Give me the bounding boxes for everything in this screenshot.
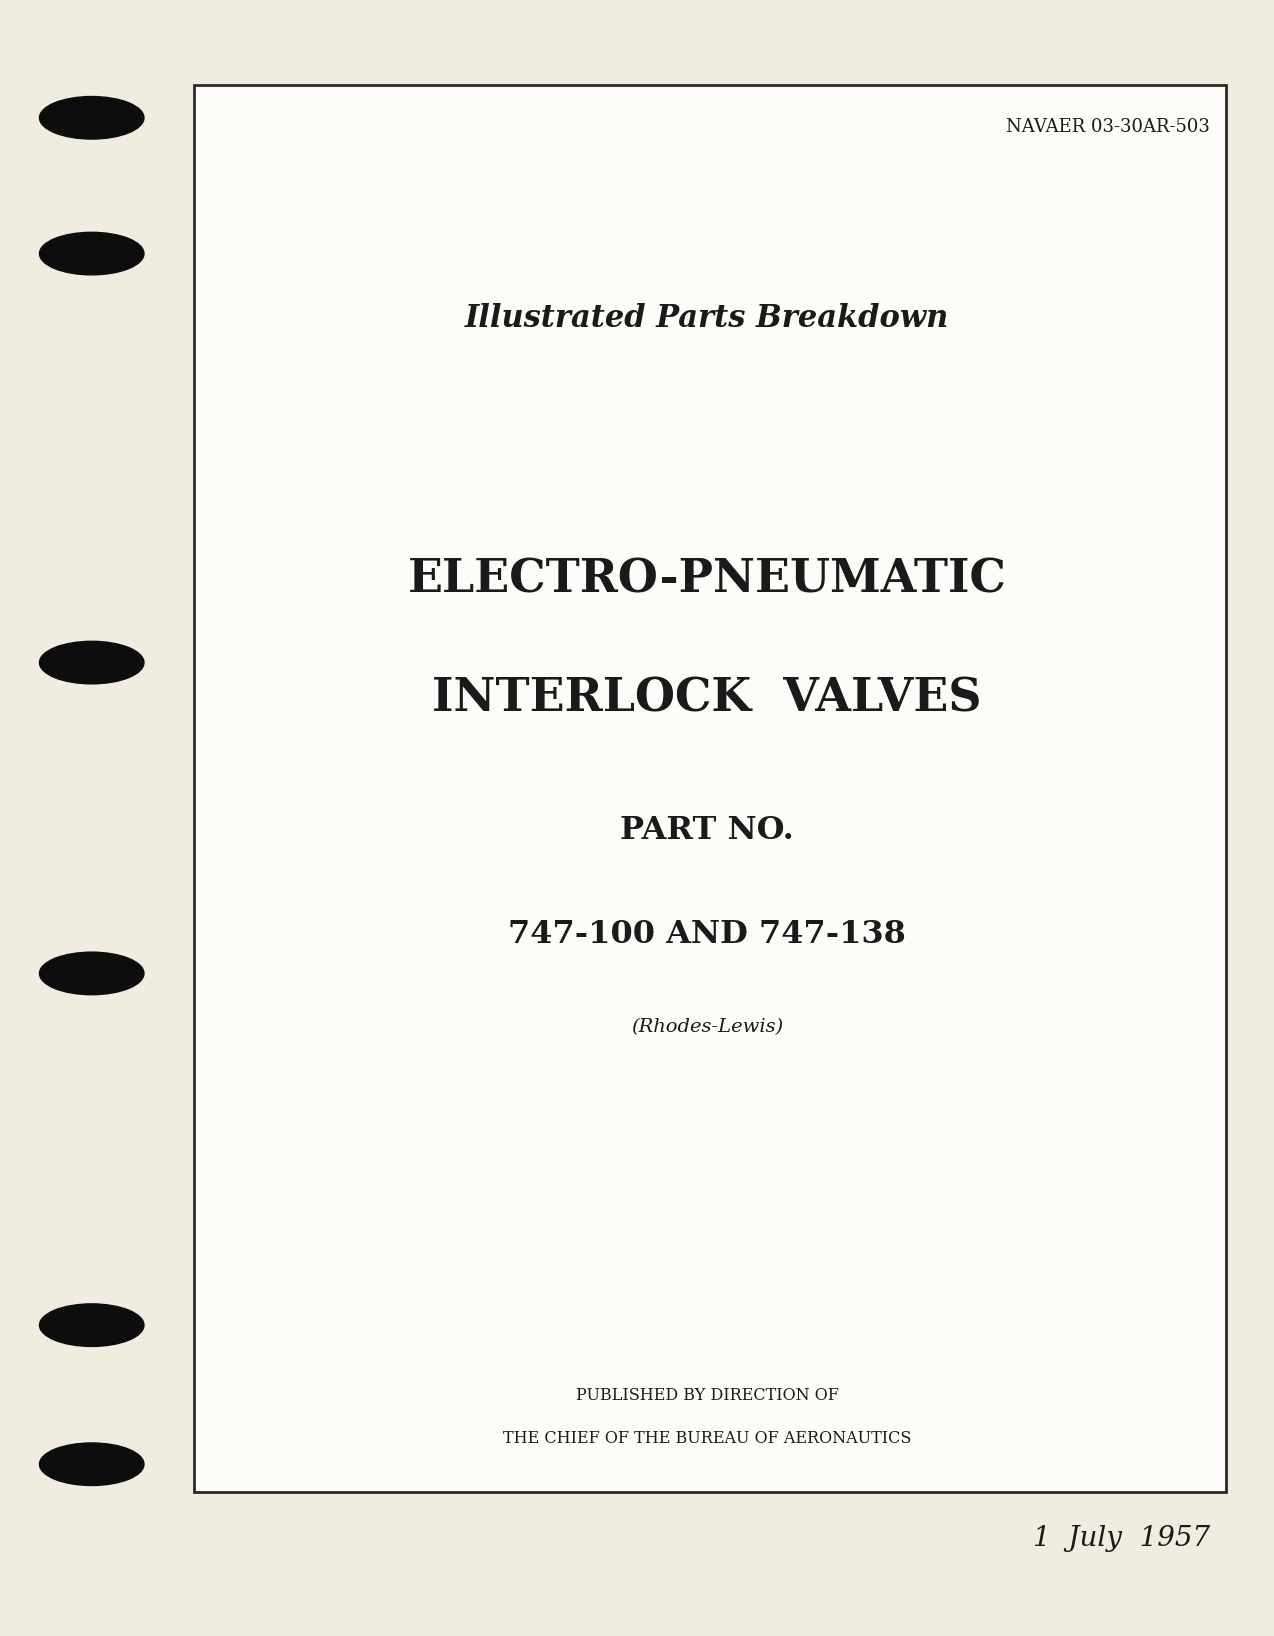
Text: THE CHIEF OF THE BUREAU OF AERONAUTICS: THE CHIEF OF THE BUREAU OF AERONAUTICS [503, 1430, 911, 1446]
Text: ELECTRO-PNEUMATIC: ELECTRO-PNEUMATIC [408, 556, 1006, 602]
Ellipse shape [39, 952, 144, 995]
Ellipse shape [39, 641, 144, 684]
Text: Illustrated Parts Breakdown: Illustrated Parts Breakdown [465, 303, 949, 334]
Text: PUBLISHED BY DIRECTION OF: PUBLISHED BY DIRECTION OF [576, 1387, 838, 1404]
Ellipse shape [39, 232, 144, 275]
Text: NAVAER 03-30AR-503: NAVAER 03-30AR-503 [1006, 118, 1210, 136]
FancyBboxPatch shape [194, 85, 1226, 1492]
Text: PART NO.: PART NO. [620, 815, 794, 846]
Text: (Rhodes-Lewis): (Rhodes-Lewis) [631, 1018, 784, 1036]
Text: 747-100 AND 747-138: 747-100 AND 747-138 [508, 919, 906, 951]
Ellipse shape [39, 1304, 144, 1346]
Ellipse shape [39, 1443, 144, 1485]
Text: 1  July  1957: 1 July 1957 [1033, 1525, 1210, 1553]
Ellipse shape [39, 97, 144, 139]
Text: INTERLOCK  VALVES: INTERLOCK VALVES [432, 676, 982, 721]
